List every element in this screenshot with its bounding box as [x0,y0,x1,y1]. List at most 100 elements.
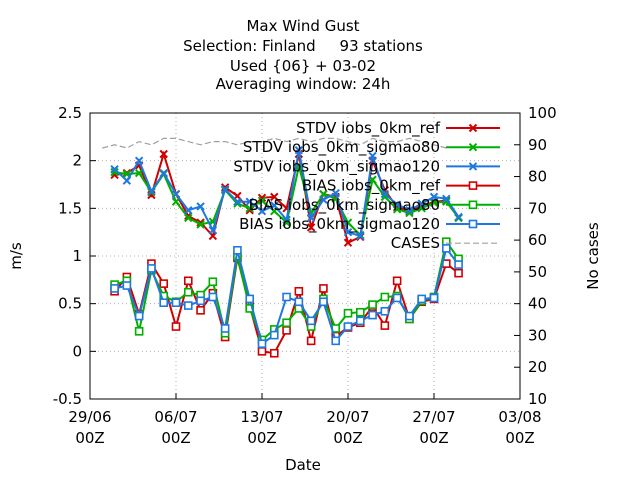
legend-label: BIAS iobs_0km_sigmao80 [249,196,440,215]
legend-marker [468,123,478,133]
data-point [269,348,279,358]
data-point [319,284,328,293]
data-point [331,188,340,198]
data-point [269,330,279,340]
data-point [233,197,242,206]
legend-label: CASES [391,234,440,252]
data-point [368,300,377,309]
legend-entry: BIAS iobs_0km_sigmao80 [249,196,500,215]
series-2 [110,145,463,241]
legend-marker [468,219,478,229]
data-point [380,189,390,199]
data-point [405,311,414,321]
data-point [233,245,242,255]
data-point [380,292,390,302]
data-point [171,197,181,206]
data-point [122,176,132,185]
y2-tick-label: 30 [528,326,547,344]
title-line-4: Averaging window: 24h [216,75,391,93]
data-point [294,286,304,296]
data-point [184,206,193,215]
y-tick-label: -0.5 [53,390,82,408]
data-point [159,149,168,159]
data-point [183,287,193,297]
x-axis-label: Date [285,456,321,474]
data-point [134,168,144,178]
data-point [454,260,463,269]
data-point [122,281,132,290]
data-point [220,185,230,194]
x-tick-time-label: 00Z [161,429,190,447]
data-point [306,336,316,346]
data-point [196,296,205,306]
legend-marker [468,142,478,152]
series-6 [102,137,447,149]
y-tick-label: 2.5 [58,104,82,122]
data-point [134,311,144,321]
data-point [441,244,451,253]
data-point [245,197,254,206]
y-tick-label: 0.5 [58,295,82,313]
data-point [196,202,205,211]
data-point [282,326,291,335]
y-axis-label: m/s [7,242,25,270]
x-tick-time-label: 00Z [333,429,362,447]
x-tick-time-label: 00Z [505,429,534,447]
legend-entry: BIAS iobs_0km_sigmao120 [239,215,500,234]
x-tick-label: 13/07 [240,408,283,426]
data-point [257,193,267,203]
axis-ticks: -0.5 0 0.5 1 1.5 2 2.5 10 20 30 40 50 60 70 80 90 100 29/… [53,104,557,447]
y-tick-label: 1.5 [58,199,82,217]
data-point [417,199,426,208]
data-point [183,276,193,286]
y2-tick-label: 70 [528,199,547,217]
y2-axis-label: No cases [584,222,602,290]
data-point [319,297,328,307]
data-point [294,145,304,155]
data-point [159,168,168,178]
data-point [196,306,205,315]
data-point [368,151,377,161]
data-point [343,227,353,237]
legend-label: BIAS iobs_0km_sigmao120 [239,215,440,234]
data-point [282,292,291,302]
title-line-3: Used {06} + 03-02 [230,57,376,75]
data-point [392,200,402,209]
legend-entry: STDV iobs_0km_sigmao120 [233,157,500,176]
data-point [110,165,119,174]
data-point [220,183,230,192]
data-point [429,293,439,303]
data-point [282,318,291,328]
data-point [208,226,218,235]
data-point [134,327,144,336]
data-point [245,204,254,213]
title-line-1: Max Wind Gust [246,17,359,35]
y2-tick-label: 50 [528,263,547,281]
legend-entry: STDV iobs_0km_sigmao80 [243,138,500,157]
legend-marker [468,162,478,171]
legend-label: BIAS iobs_0km_ref [302,177,441,196]
data-point [270,192,279,202]
data-point [392,276,402,286]
legend-marker [468,181,478,190]
legend-marker [468,200,478,210]
data-point [405,206,414,215]
y-tick-label: 0 [72,342,82,360]
legend-label: STDV iobs_0km_sigmao80 [243,138,440,157]
data-point [319,195,328,204]
y2-tick-label: 80 [528,168,547,186]
data-point [331,336,341,346]
data-point [159,279,169,288]
data-point [429,192,439,202]
title-line-2: Selection: Finland 93 stations [183,37,423,55]
x-tick-time-label: 00Z [247,429,276,447]
y-tick-label: 1 [72,247,82,265]
data-point [110,284,119,293]
series-layer [102,137,463,358]
series-line [102,137,447,149]
data-point [184,213,193,223]
data-point [380,321,390,330]
data-point [343,238,353,247]
y2-tick-label: 40 [528,295,547,313]
data-point [171,322,181,331]
